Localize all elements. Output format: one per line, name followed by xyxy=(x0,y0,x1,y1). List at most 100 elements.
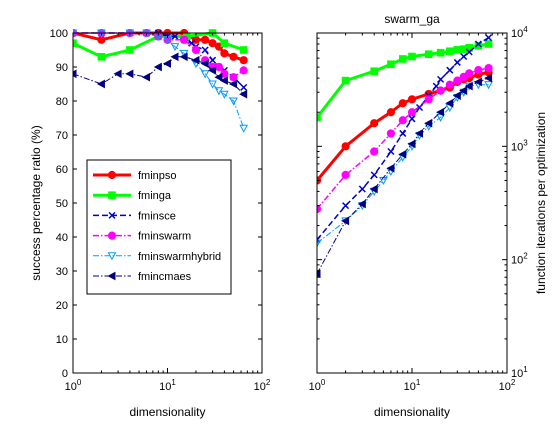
right-xtick-label: 101 xyxy=(404,378,421,393)
left-point-fmincmaes-4 xyxy=(141,72,151,82)
right-point-fminswarm-3 xyxy=(386,129,396,138)
left-ytick-label: 40 xyxy=(56,232,68,244)
right-point-fmincmaes-3 xyxy=(369,184,378,194)
left-point-fminpso-12 xyxy=(229,52,238,61)
left-ytick-label: 60 xyxy=(56,164,68,176)
right-point-fmincmaes-11 xyxy=(452,91,461,100)
right-point-fmincmaes-8 xyxy=(424,118,433,128)
right-point-fminsce-5 xyxy=(399,129,407,137)
right-xlabel: dimensionality xyxy=(374,405,450,419)
left-ytick-label: 90 xyxy=(56,62,68,74)
right-point-fminsce-4 xyxy=(387,147,395,156)
right-point-fmincmaes-13 xyxy=(464,81,473,91)
right-point-fminsce-7 xyxy=(415,103,424,112)
left-ytick-label: 30 xyxy=(56,266,68,278)
right-point-fminswarm-13 xyxy=(484,64,493,73)
right-ytick-label: 101 xyxy=(511,365,528,380)
right-point-fminga-5 xyxy=(408,52,416,61)
left-ytick-label: 10 xyxy=(56,334,68,346)
left-xtick-label: 101 xyxy=(159,378,176,393)
right-point-fmincmaes-6 xyxy=(407,139,416,149)
right-point-fminga-3 xyxy=(387,60,395,69)
legend-label-fminpso: fminpso xyxy=(138,170,177,182)
legend-marker-fminga xyxy=(108,191,116,199)
right-point-fminsce-13 xyxy=(460,52,468,61)
right-point-fminsce-14 xyxy=(465,48,473,56)
left-point-fmincmaes-9 xyxy=(191,55,200,65)
left-point-fmincmaes-15 xyxy=(239,89,248,99)
right-title: swarm_ga xyxy=(384,12,440,26)
right-point-fminswarm-1 xyxy=(341,170,350,179)
left-point-fminswarmhybrid-13 xyxy=(229,97,238,106)
right-point-fmincmaes-7 xyxy=(414,129,424,138)
right-point-fminsce-1 xyxy=(342,202,350,210)
legend-marker-fminswarmhybrid xyxy=(107,252,117,261)
right-ylabel: function iterations per optimization xyxy=(534,112,548,294)
left-ytick-label: 70 xyxy=(56,130,68,142)
right-point-fminswarm-8 xyxy=(445,80,454,89)
legend-marker-fminpso xyxy=(107,170,117,180)
right-ytick-label: 104 xyxy=(511,25,528,40)
right-series-line-fminsce xyxy=(317,36,489,241)
right-point-fminswarm-7 xyxy=(436,86,445,95)
left-point-fminsce-11 xyxy=(209,56,217,64)
left-point-fminga-0 xyxy=(73,39,77,47)
left-point-fminpso-11 xyxy=(220,49,229,58)
right-point-fminsce-3 xyxy=(370,171,378,179)
left-xtick-label: 102 xyxy=(254,378,271,393)
right-point-fminpso-2 xyxy=(370,119,379,128)
right-ytick-label: 103 xyxy=(511,138,528,153)
left-point-fmincmaes-10 xyxy=(200,59,209,68)
right-point-fminswarm-4 xyxy=(398,116,407,125)
left-point-fminpso-9 xyxy=(208,39,217,48)
right-point-fminsce-15 xyxy=(474,40,482,48)
left-point-fminsce-6 xyxy=(171,32,179,40)
legend-marker-fminswarm xyxy=(107,231,117,240)
left-point-fmincmaes-0 xyxy=(73,69,77,79)
right-point-fminga-0 xyxy=(317,113,321,122)
left-xtick-label: 100 xyxy=(65,378,82,393)
right-point-fminga-13 xyxy=(484,40,493,48)
right-point-fminswarm-11 xyxy=(465,69,474,78)
left-point-fmincmaes-8 xyxy=(179,52,188,62)
right-point-fmincmaes-4 xyxy=(386,163,395,173)
left-ytick-label: 50 xyxy=(56,198,68,210)
right-point-fminswarmhybrid-0 xyxy=(317,239,322,248)
left-point-fmincmaes-3 xyxy=(125,69,134,79)
left-ytick-label: 100 xyxy=(50,28,68,40)
right-point-fmincmaes-0 xyxy=(317,269,321,279)
left-point-fmincmaes-14 xyxy=(228,79,238,89)
right-point-fminswarm-12 xyxy=(474,66,483,75)
legend-marker-fmincmaes xyxy=(107,271,116,281)
left-point-fmincmaes-6 xyxy=(162,59,171,68)
right-point-fminga-7 xyxy=(436,48,445,57)
right-point-fminswarm-5 xyxy=(407,108,417,117)
left-point-fminga-6 xyxy=(220,39,229,47)
left-xlabel: dimensionality xyxy=(129,405,205,419)
left-point-fminsce-10 xyxy=(201,46,209,54)
left-point-fminsce-15 xyxy=(240,83,248,91)
right-point-fmincmaes-12 xyxy=(459,86,468,95)
legend-label-fmincmaes: fmincmaes xyxy=(138,271,192,283)
legend-marker-fminsce xyxy=(108,211,116,219)
right-point-fminpso-4 xyxy=(398,99,407,108)
left-point-fminga-1 xyxy=(97,53,106,61)
left-point-fminswarm-6 xyxy=(180,35,189,44)
right-series-line-fmincmaes xyxy=(317,77,489,275)
left-ytick-label: 0 xyxy=(62,368,68,380)
left-ytick-label: 80 xyxy=(56,96,68,108)
left-point-fminswarmhybrid-10 xyxy=(208,80,217,89)
left-point-fmincmaes-13 xyxy=(219,76,228,85)
right-point-fmincmaes-5 xyxy=(398,149,407,159)
legend: fminpso fminga fminsce fminswarm fminswarmhy… xyxy=(86,159,232,295)
right-point-fminswarmhybrid-4 xyxy=(379,176,388,186)
right-point-fminga-10 xyxy=(459,45,468,53)
right-point-fmincmaes-2 xyxy=(357,199,366,209)
right-series-line-fminpso xyxy=(317,70,489,182)
right-point-fminga-9 xyxy=(453,46,462,54)
right-point-fmincmaes-14 xyxy=(473,77,482,87)
right-point-fmincmaes-15 xyxy=(484,73,493,83)
success-ratio-plot: 0 10 20 30 40 50 60 70 80 90 100 100 101 102 dimension… xyxy=(29,28,271,419)
